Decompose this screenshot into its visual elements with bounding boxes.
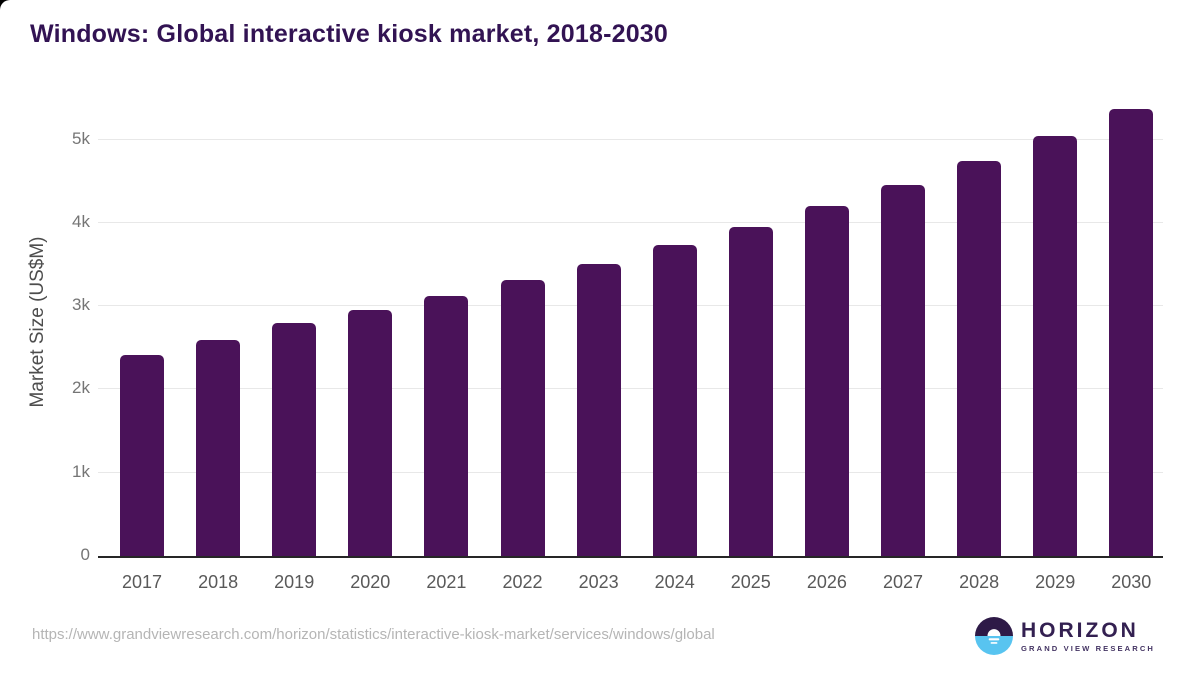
bar-2017[interactable] <box>120 355 164 556</box>
y-tick-label-0: 0 <box>80 545 90 564</box>
gridline-5k <box>98 138 1163 140</box>
bar-2018[interactable] <box>196 340 241 556</box>
bar-2021[interactable] <box>424 296 469 556</box>
x-tick-label-2022: 2022 <box>502 572 543 592</box>
bar-2030[interactable] <box>1109 108 1154 556</box>
horizon-logo-brand: HORIZON <box>1021 618 1139 642</box>
y-tick-label-4k: 4k <box>72 211 90 231</box>
chart-title: Windows: Global interactive kiosk market… <box>30 20 669 48</box>
bar-2025[interactable] <box>728 227 773 556</box>
bar-2023[interactable] <box>576 263 621 556</box>
bar-2027[interactable] <box>881 184 925 556</box>
bar-2022[interactable] <box>500 280 545 556</box>
x-tick-label-2024: 2024 <box>654 572 695 592</box>
x-tick-label-2026: 2026 <box>806 572 847 592</box>
bar-2019[interactable] <box>272 322 317 556</box>
gridline-2k <box>98 388 1163 390</box>
plot-area: 0 1k 2k 3k 4k 5k 2017 2018 2019 2020 2021 2022 2023 2… <box>72 100 1163 592</box>
x-tick-label-2021: 2021 <box>426 572 467 592</box>
gridline-1k <box>98 471 1163 473</box>
horizon-logo-tagline: GRAND VIEW RESEARCH <box>1021 643 1155 653</box>
window-corner-artifact <box>0 0 10 10</box>
x-tick-label-2023: 2023 <box>578 572 619 592</box>
y-tick-label-2k: 2k <box>72 378 90 398</box>
x-tick-label-2027: 2027 <box>882 572 924 592</box>
x-tick-label-2030: 2030 <box>1111 572 1152 592</box>
x-tick-label-2019: 2019 <box>274 572 315 592</box>
horizon-logo-text: HORIZON GRAND VIEW RESEARCH <box>1021 620 1155 653</box>
x-tick-label-2029: 2029 <box>1035 572 1076 592</box>
x-tick-label-2018: 2018 <box>198 572 239 592</box>
x-tick-label-2028: 2028 <box>959 572 1000 592</box>
x-tick-label-2025: 2025 <box>730 572 771 592</box>
bar-2029[interactable] <box>1033 136 1078 556</box>
gridline-4k <box>98 221 1163 223</box>
y-tick-label-3k: 3k <box>72 295 90 315</box>
gridline-3k <box>98 305 1163 307</box>
y-tick-label-5k: 5k <box>72 128 90 148</box>
horizon-logo-icon <box>975 617 1014 655</box>
x-tick-label-2020: 2020 <box>350 572 391 592</box>
y-tick-label-1k: 1k <box>72 461 90 481</box>
source-url[interactable]: https://www.grandviewresearch.com/horizo… <box>32 626 715 643</box>
x-tick-label-2017: 2017 <box>121 572 163 592</box>
horizon-logo[interactable]: HORIZON GRAND VIEW RESEARCH <box>975 617 1155 655</box>
bar-2020[interactable] <box>348 310 393 556</box>
bar-2026[interactable] <box>804 206 849 556</box>
bar-2024[interactable] <box>652 245 697 556</box>
bar-2028[interactable] <box>957 161 1002 556</box>
